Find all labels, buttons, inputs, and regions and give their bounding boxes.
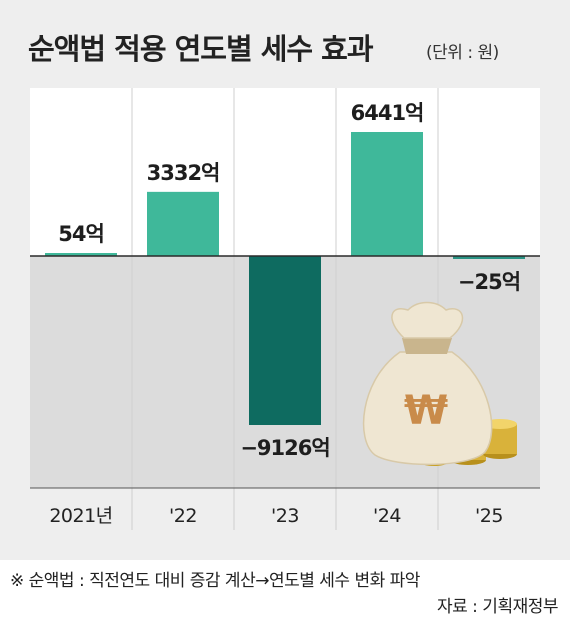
bar-3: [351, 132, 423, 256]
money-bag-icon: ₩: [362, 301, 517, 466]
bar-0: [45, 253, 117, 256]
data-label-0: 54억: [58, 222, 104, 246]
data-label-1: 3332억: [147, 161, 220, 185]
source-label: 자료 : 기획재정부: [436, 597, 559, 617]
column-dividers: [131, 88, 439, 530]
bar-2: [249, 256, 321, 425]
footnote: ※ 순액법 : 직전연도 대비 증감 계산→연도별 세수 변화 파악: [10, 571, 420, 591]
bars: [45, 132, 525, 425]
data-label-4: −25억: [458, 270, 520, 294]
bar-chart: ₩ 54억 3332억 −9126억 6441억 −25억 2021년 '22 '23 '24…: [30, 88, 540, 530]
data-label-2: −9126억: [240, 436, 329, 460]
x-tick-3: '24: [373, 505, 401, 527]
x-tick-1: '22: [169, 505, 197, 527]
data-labels: 54억 3332억 −9126억 6441억 −25억: [58, 101, 521, 460]
unit-label: (단위 : 원): [426, 43, 499, 63]
data-label-3: 6441억: [351, 101, 424, 125]
x-tick-labels: 2021년 '22 '23 '24 '25: [49, 505, 503, 527]
positive-area-background: [30, 88, 540, 256]
chart-title: 순액법 적용 연도별 세수 효과: [28, 32, 374, 66]
x-tick-4: '25: [475, 505, 503, 527]
x-tick-0: 2021년: [49, 505, 112, 527]
svg-text:₩: ₩: [404, 388, 448, 434]
bar-1: [147, 191, 219, 256]
bar-4: [453, 256, 525, 259]
x-tick-2: '23: [271, 505, 299, 527]
